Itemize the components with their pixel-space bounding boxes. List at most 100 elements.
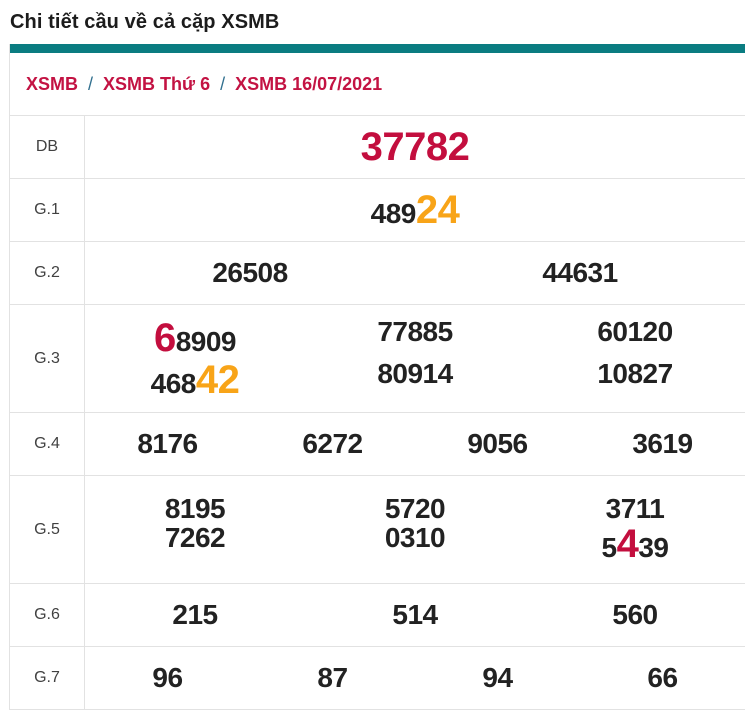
prize-number: 37782	[85, 126, 745, 168]
prize-number: 26508	[85, 258, 415, 287]
table-row: G.3 68909 77885 60120 46842 80914 10827	[10, 305, 745, 413]
prize-number: 80914	[305, 357, 525, 401]
highlighted-digits: 42	[195, 357, 240, 402]
row-values: 215 514 560	[85, 584, 745, 646]
row-label: DB	[10, 116, 85, 178]
page-title: Chi tiết cầu về cả cặp XSMB	[10, 11, 280, 33]
row-values: 48924	[85, 179, 745, 241]
prize-number: 3711	[525, 494, 745, 523]
highlighted-digits: 37782	[360, 125, 470, 169]
highlighted-digits: 24	[415, 188, 460, 232]
prize-number: 10827	[525, 357, 745, 401]
digits: 9056	[467, 428, 528, 460]
table-row: G.5 8195 5720 3711 7262 0310 5439	[10, 476, 745, 584]
digits: 3619	[632, 428, 693, 460]
prize-number: 8195	[85, 494, 305, 523]
prize-number: 44631	[415, 258, 745, 287]
digits: 44631	[542, 257, 618, 289]
digits: 77885	[377, 315, 453, 347]
table-row: G.4 8176 6272 9056 3619	[10, 413, 745, 476]
row-values: 68909 77885 60120 46842 80914 10827	[85, 305, 745, 412]
digits: 96	[152, 662, 183, 694]
breadcrumb-link-1[interactable]: XSMB Thứ 6	[103, 73, 211, 94]
row-values: 8195 5720 3711 7262 0310 5439	[85, 476, 745, 583]
digits: 5720	[384, 492, 446, 524]
row-label: G.7	[10, 647, 85, 709]
digits: 560	[612, 599, 658, 631]
row-label: G.6	[10, 584, 85, 646]
value-line: 37782	[85, 126, 745, 168]
table-row: DB 37782	[10, 116, 745, 179]
prize-number: 96	[85, 663, 250, 692]
prize-number: 514	[305, 600, 525, 629]
digits: 514	[392, 599, 438, 631]
prize-number: 94	[415, 663, 580, 692]
digits: 10827	[597, 357, 673, 389]
prize-number: 215	[85, 600, 305, 629]
digits: 468	[150, 367, 197, 399]
row-label: G.4	[10, 413, 85, 475]
prize-number: 8176	[85, 429, 250, 458]
content-box: XSMB / XSMB Thứ 6 / XSMB 16/07/2021 DB 37782 G…	[9, 44, 745, 710]
breadcrumb-separator: /	[220, 73, 226, 94]
prize-number: 46842	[85, 359, 305, 401]
value-line: 48924	[85, 189, 745, 231]
digits: 26508	[212, 257, 288, 289]
table-row: G.7 96 87 94 66	[10, 647, 745, 710]
prize-number: 87	[250, 663, 415, 692]
breadcrumb-separator: /	[88, 73, 94, 94]
prize-number: 6272	[250, 429, 415, 458]
value-line: 96 87 94 66	[85, 663, 745, 692]
digits: 8176	[137, 428, 198, 460]
table-row: G.6 215 514 560	[10, 584, 745, 647]
table-row: G.1 48924	[10, 179, 745, 242]
value-line: 26508 44631	[85, 258, 745, 287]
row-label: G.1	[10, 179, 85, 241]
prize-number: 9056	[415, 429, 580, 458]
digits: 6272	[302, 428, 363, 460]
breadcrumb-link-0[interactable]: XSMB	[26, 73, 79, 94]
row-values: 37782	[85, 116, 745, 178]
prize-number: 48924	[85, 189, 745, 231]
highlighted-digits: 4	[616, 522, 639, 567]
digits: 5	[601, 532, 618, 564]
digits: 94	[482, 662, 513, 694]
digits: 39	[638, 532, 669, 564]
digits: 80914	[377, 357, 453, 389]
prize-number: 5439	[525, 523, 745, 565]
digits: 215	[172, 599, 218, 631]
row-label: G.5	[10, 476, 85, 583]
digits: 489	[370, 198, 417, 229]
highlighted-digits: 6	[153, 315, 176, 360]
prize-number: 77885	[305, 315, 525, 359]
breadcrumb-link-2[interactable]: XSMB 16/07/2021	[235, 73, 383, 94]
row-values: 8176 6272 9056 3619	[85, 413, 745, 475]
prize-table: DB 37782 G.1 48924 G.2 26508 44631 G.3 68909 7788…	[10, 115, 745, 710]
prize-number: 560	[525, 600, 745, 629]
digits: 60120	[597, 315, 673, 347]
value-line: 68909 77885 60120	[85, 315, 745, 359]
prize-number: 0310	[305, 523, 525, 565]
digits: 0310	[384, 522, 446, 554]
digits: 87	[317, 662, 348, 694]
prize-number: 3619	[580, 429, 745, 458]
row-values: 96 87 94 66	[85, 647, 745, 709]
digits: 3711	[605, 492, 665, 524]
digits: 8909	[175, 325, 237, 357]
prize-number: 68909	[85, 317, 305, 359]
row-label: G.2	[10, 242, 85, 304]
value-line: 7262 0310 5439	[85, 523, 745, 565]
breadcrumb: XSMB / XSMB Thứ 6 / XSMB 16/07/2021	[10, 53, 745, 115]
value-line: 8176 6272 9056 3619	[85, 429, 745, 458]
prize-number: 60120	[525, 315, 745, 359]
value-line: 46842 80914 10827	[85, 357, 745, 401]
value-line: 215 514 560	[85, 600, 745, 629]
teal-accent-bar	[10, 44, 745, 53]
digits: 66	[647, 662, 678, 694]
row-values: 26508 44631	[85, 242, 745, 304]
prize-number: 7262	[85, 523, 305, 565]
digits: 7262	[164, 522, 226, 554]
prize-number: 5720	[305, 494, 525, 523]
table-row: G.2 26508 44631	[10, 242, 745, 305]
row-label: G.3	[10, 305, 85, 412]
